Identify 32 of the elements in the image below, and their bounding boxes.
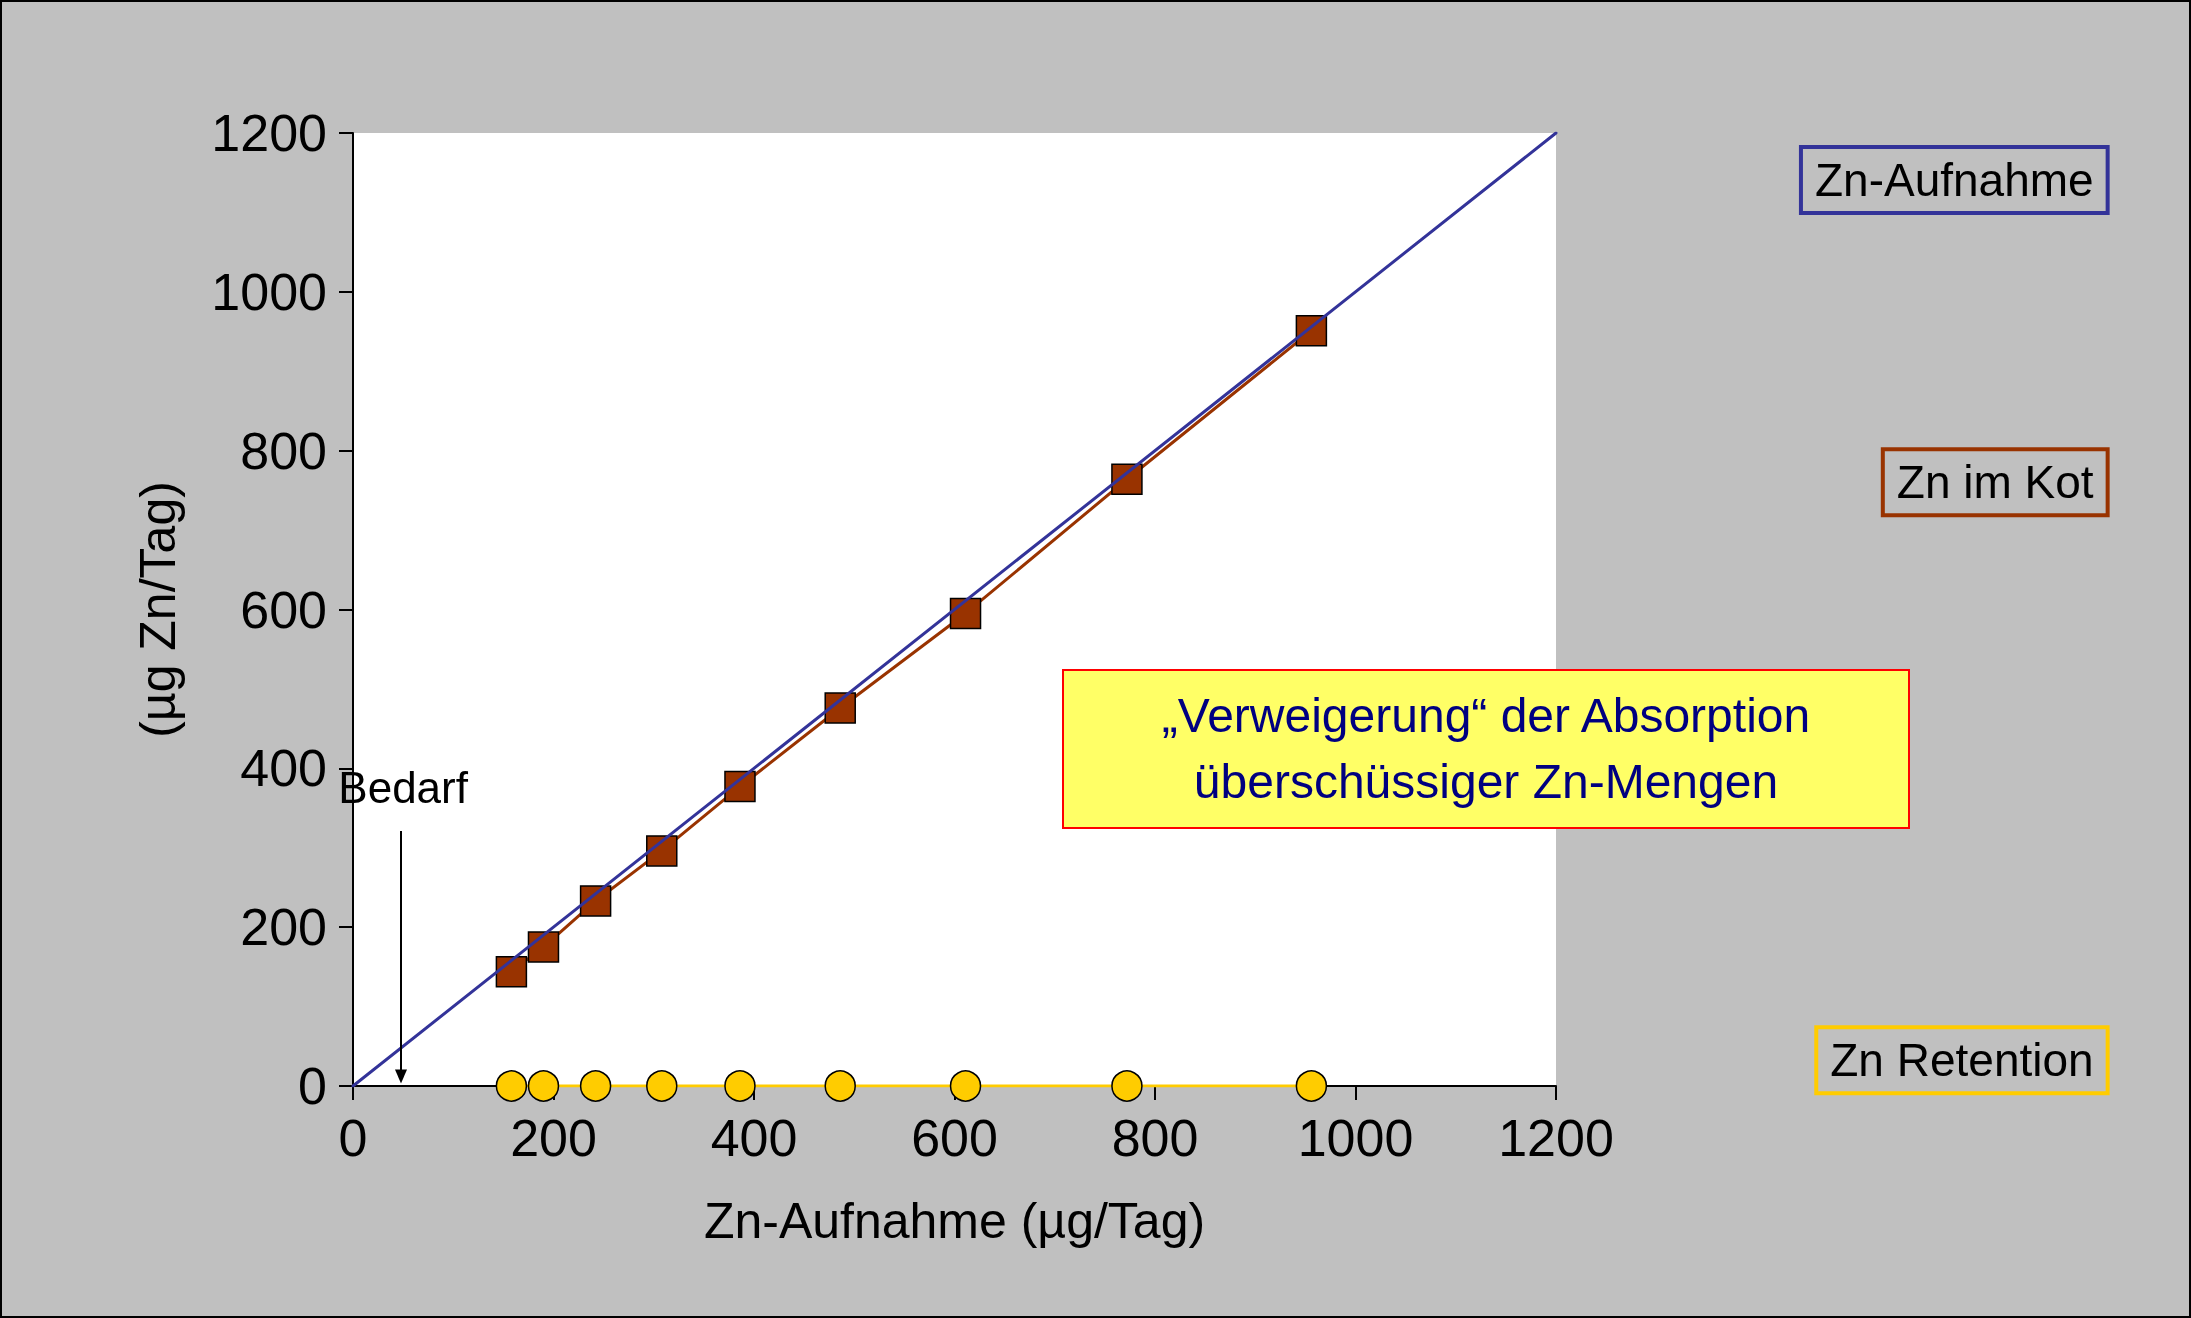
point bbox=[949, 1070, 982, 1102]
point bbox=[495, 1070, 528, 1102]
x-tick-label: 1200 bbox=[1498, 1109, 1614, 1167]
point bbox=[579, 1070, 612, 1102]
point bbox=[724, 1070, 756, 1102]
x-tick-label: 1000 bbox=[1297, 1109, 1414, 1167]
x-tick-label: 200 bbox=[510, 1109, 597, 1167]
text: Zn-Aufnahme bbox=[1814, 153, 2094, 206]
point bbox=[824, 1070, 856, 1102]
y-tick-label: 1000 bbox=[211, 262, 327, 321]
point bbox=[1295, 1070, 1328, 1102]
y-tick-label: 800 bbox=[240, 421, 327, 480]
x-tick-label: 600 bbox=[911, 1109, 998, 1167]
y-axis-title: (µg Zn/Tag) bbox=[130, 481, 186, 738]
point bbox=[646, 1070, 678, 1102]
y-tick-label: 400 bbox=[240, 739, 327, 798]
point bbox=[527, 1070, 560, 1102]
point bbox=[949, 597, 982, 630]
x-tick-label: 400 bbox=[710, 1109, 798, 1167]
point bbox=[646, 835, 678, 867]
text: Zn Retention bbox=[1830, 1034, 2094, 1087]
point bbox=[1111, 1070, 1143, 1102]
y-tick-label: 0 bbox=[298, 1057, 327, 1115]
x-tick-label: 0 bbox=[338, 1109, 368, 1167]
y-tick-label: 1200 bbox=[211, 104, 327, 162]
x-tick-label: 800 bbox=[1111, 1109, 1199, 1167]
callout-box: „Verweigerung“ der Absorption überschüssiger Zn-Mengen bbox=[1062, 669, 1910, 829]
text: Zn im Kot bbox=[1896, 456, 2094, 509]
y-tick-label: 200 bbox=[240, 898, 327, 957]
x-axis-title: Zn-Aufnahme (µg/Tag) bbox=[703, 1193, 1206, 1249]
y-tick-label: 600 bbox=[240, 580, 327, 639]
point bbox=[527, 931, 560, 963]
